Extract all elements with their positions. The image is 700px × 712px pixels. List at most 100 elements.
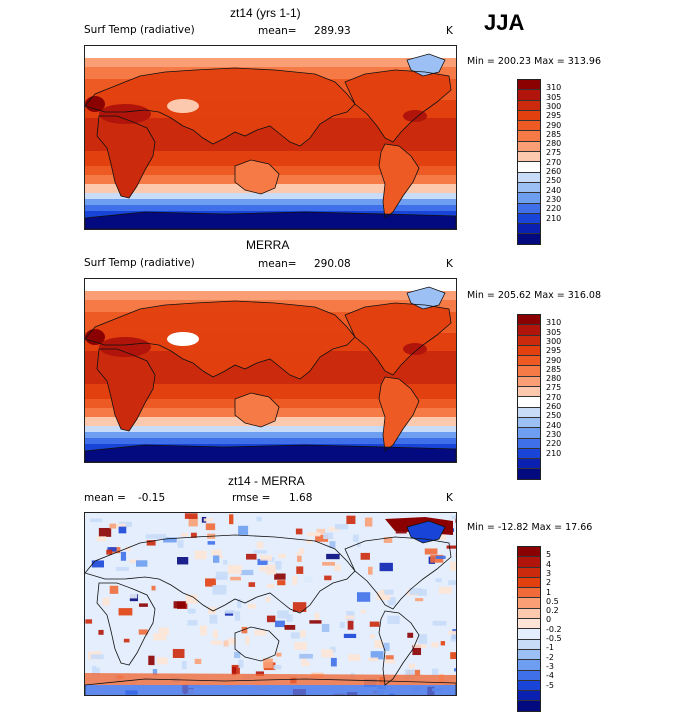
colorbar-swatch (518, 223, 540, 234)
field-band (85, 384, 456, 388)
colorbar-swatch (518, 171, 540, 182)
variable-label: Surf Temp (radiative) (84, 257, 195, 269)
coastlines (85, 286, 456, 462)
field-band (85, 285, 456, 289)
difference-map (84, 512, 457, 696)
colorbar-swatch (518, 233, 540, 244)
field-band (85, 163, 456, 167)
colorbar (517, 546, 541, 712)
field-band (85, 208, 456, 212)
colorbar-swatch (518, 181, 540, 193)
colorbar-swatch (518, 120, 540, 131)
colorbar-tick-label: 250 (546, 411, 562, 421)
field-band (85, 64, 456, 68)
colorbar-tick-label: 3 (546, 568, 552, 578)
colorbar-tick-label: 210 (546, 448, 562, 458)
colorbar-tick-label: -0.2 (546, 624, 562, 634)
field-band (85, 390, 456, 394)
colorbar-swatch (518, 334, 540, 345)
colorbar-tick-label: 220 (546, 204, 562, 214)
colorbar-tick-label: 230 (546, 429, 562, 439)
field-band (85, 288, 456, 292)
colorbar-swatch (518, 324, 540, 335)
field-band (85, 148, 456, 152)
coastlines (85, 520, 456, 695)
units-label: K (446, 25, 453, 37)
colorbar-tick-label: 285 (546, 129, 562, 139)
colorbar-swatch (518, 192, 540, 203)
field-band (85, 375, 456, 379)
colorbar-tick-label: -2 (546, 652, 554, 662)
field-band (85, 52, 456, 56)
colorbar-swatch (518, 607, 540, 619)
colorbar-tick-label: 295 (546, 111, 562, 121)
min-max-label: Min = 205.62 Max = 316.08 (467, 290, 601, 301)
field-band (85, 205, 456, 209)
colorbar-swatch (518, 576, 540, 588)
field-band (85, 160, 456, 164)
colorbar-swatch (518, 468, 540, 479)
field-band (85, 291, 456, 295)
field-band (85, 435, 456, 439)
mean-label: mean= (258, 258, 297, 270)
colorbar-swatch (518, 386, 540, 397)
units-label: K (446, 258, 453, 270)
colorbar-tick-label: 275 (546, 383, 562, 393)
colorbar-tick-label: 260 (546, 167, 562, 176)
colorbar-swatch (518, 161, 540, 172)
colorbar-swatch (518, 344, 540, 356)
colorbar-tick-label: 220 (546, 439, 562, 449)
field-band (85, 360, 456, 364)
colorbar-swatch (518, 587, 540, 598)
field-band (85, 387, 456, 391)
colorbar-tick-label: 280 (546, 139, 562, 149)
temperature-map (84, 278, 457, 463)
field-band (85, 127, 456, 131)
season-label: JJA (484, 10, 525, 35)
colorbar-swatch (518, 151, 540, 162)
field-band (85, 58, 456, 62)
panel-title: zt14 (yrs 1-1) (230, 6, 301, 20)
colorbar-swatch (518, 700, 540, 711)
colorbar-tick-label: 290 (546, 355, 562, 365)
rmse-value: 1.68 (289, 492, 313, 504)
field-band (85, 378, 456, 382)
colorbar-tick-label: 240 (546, 185, 562, 195)
colorbar-swatch (518, 396, 540, 407)
colorbar-swatch (518, 130, 540, 141)
colorbar-tick-label: 4 (546, 559, 552, 569)
colorbar-swatch (518, 365, 540, 376)
field-band (85, 145, 456, 149)
colorbar (517, 79, 541, 245)
colorbar-swatch (518, 375, 540, 387)
field-band (85, 363, 456, 367)
colorbar-swatch (518, 547, 540, 557)
colorbar-tick-label: -0.5 (546, 634, 562, 643)
field-band (85, 130, 456, 134)
field-band (85, 157, 456, 161)
colorbar-swatch (518, 212, 540, 224)
colorbar-swatch (518, 458, 540, 469)
min-max-label: Min = 200.23 Max = 313.96 (467, 56, 601, 67)
rmse-label: rmse = (232, 492, 271, 504)
field-band (85, 432, 456, 436)
field-band (85, 196, 456, 200)
field-band (85, 282, 456, 286)
land-temperature (85, 54, 456, 229)
field-band (85, 193, 456, 197)
panel-title: zt14 - MERRA (228, 474, 305, 488)
colorbar-swatch (518, 140, 540, 152)
colorbar-swatch (518, 416, 540, 428)
colorbar-tick-label: 240 (546, 420, 562, 430)
colorbar-tick-label: 0.5 (546, 596, 559, 606)
colorbar-tick-label: -5 (546, 680, 554, 690)
field-band (85, 49, 456, 53)
variable-label: Surf Temp (radiative) (84, 24, 195, 36)
units-label: K (446, 492, 453, 504)
colorbar-swatch (518, 628, 540, 639)
colorbar-swatch (518, 437, 540, 448)
colorbar-tick-label: 280 (546, 374, 562, 384)
field-band (85, 279, 456, 283)
field-band (85, 67, 456, 71)
colorbar-swatch (518, 99, 540, 110)
